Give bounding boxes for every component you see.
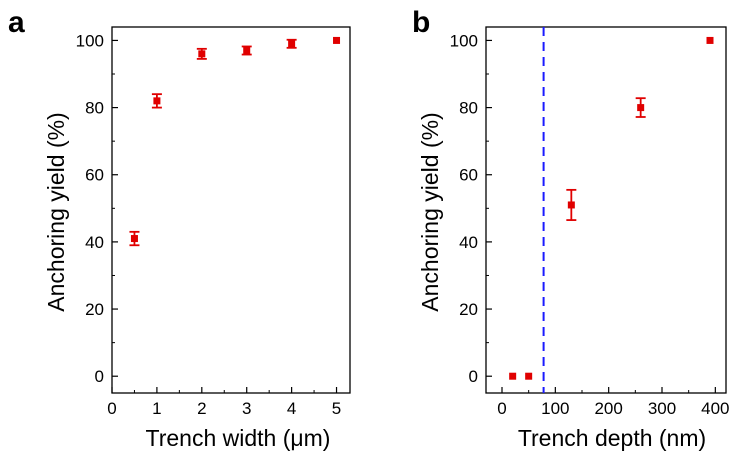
panel-a-x-axis-title: Trench width (μm) (146, 425, 331, 451)
panel-a-data-point (153, 97, 161, 105)
panel-a-letter: a (8, 6, 25, 39)
panel-b-x-tick-label: 0 (497, 399, 506, 418)
panel-b-data-point (509, 372, 517, 380)
panel-a-ticks: 0 1 2 3 4 5 0 20 40 60 80 100 (76, 31, 342, 418)
panel-a-data-point (243, 47, 251, 55)
panel-b-x-tick-label: 300 (648, 399, 676, 418)
panel-a: a 0 1 2 3 4 5 0 20 40 60 80 100 Trench width (μm) A… (8, 6, 351, 451)
panel-a-data-point (333, 36, 341, 44)
panel-b-data-point (637, 104, 645, 112)
panel-a-y-tick-label: 0 (95, 367, 104, 386)
panel-b-data-point (567, 201, 575, 209)
panel-a-data-point (130, 235, 138, 243)
panel-b-y-tick-label: 80 (459, 99, 478, 118)
panel-b-plot-frame (485, 26, 727, 394)
panel-b-x-tick-label: 400 (701, 399, 729, 418)
panel-a-y-tick-label: 20 (85, 300, 104, 319)
panel-a-y-tick-label: 100 (76, 31, 104, 50)
panel-b-y-tick-label: 0 (469, 367, 478, 386)
panel-a-x-tick-label: 3 (242, 399, 251, 418)
panel-a-x-tick-label: 2 (197, 399, 206, 418)
panel-a-x-tick-label: 4 (287, 399, 296, 418)
panel-b-x-axis-title: Trench depth (nm) (518, 425, 706, 451)
panel-a-y-axis-title: Anchoring yield (%) (43, 112, 69, 311)
panel-b-y-tick-label: 40 (459, 233, 478, 252)
panel-a-x-tick-label: 0 (107, 399, 116, 418)
panel-a-y-tick-label: 40 (85, 233, 104, 252)
panel-b-y-tick-label: 60 (459, 166, 478, 185)
panel-b-data-point (525, 372, 533, 380)
panel-b-ticks: 0 100 200 300 400 0 20 40 60 80 100 (450, 31, 730, 418)
panel-b: b 0 100 200 300 400 0 20 40 60 80 100 Trench depth… (412, 6, 730, 451)
panel-b-data-point (706, 36, 714, 44)
panel-a-data-point (198, 50, 206, 58)
panel-a-x-tick-label: 1 (152, 399, 161, 418)
panel-b-y-axis-title: Anchoring yield (%) (417, 112, 443, 311)
panel-a-x-tick-label: 5 (332, 399, 341, 418)
panel-b-x-tick-label: 200 (594, 399, 622, 418)
panel-b-letter: b (412, 6, 430, 39)
panel-a-plot-frame (111, 26, 351, 394)
panel-a-data-point (288, 40, 296, 48)
panel-b-x-tick-label: 100 (541, 399, 569, 418)
panel-b-data-points (509, 36, 714, 380)
panel-b-y-tick-label: 20 (459, 300, 478, 319)
panel-a-data-points (129, 36, 341, 247)
panel-a-y-tick-label: 60 (85, 166, 104, 185)
panel-b-y-tick-label: 100 (450, 31, 478, 50)
panel-a-y-tick-label: 80 (85, 99, 104, 118)
